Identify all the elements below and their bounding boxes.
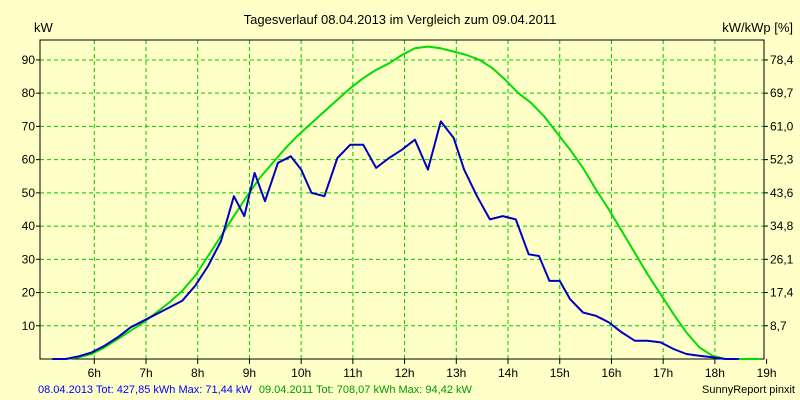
y-left-tick-label: 50 bbox=[22, 186, 36, 200]
x-tick-label: 16h bbox=[601, 366, 621, 380]
x-tick-label: 18h bbox=[705, 366, 725, 380]
footer-green-text: 09.04.2011 Tot: 708,07 kWh Max: 94,42 kW bbox=[259, 384, 473, 396]
x-tick-label: 9h bbox=[243, 366, 256, 380]
y-right-tick-label: 43,6 bbox=[770, 186, 794, 200]
x-tick-label: 10h bbox=[291, 366, 311, 380]
y-left-tick-label: 40 bbox=[22, 219, 36, 233]
x-tick-label: 14h bbox=[498, 366, 518, 380]
grid-lines bbox=[40, 40, 764, 359]
y-right-tick-label: 17,4 bbox=[770, 286, 794, 300]
y-right-tick-label: 26,1 bbox=[770, 252, 794, 266]
x-tick-label: 17h bbox=[653, 366, 673, 380]
footer-blue-text: 08.04.2013 Tot: 427,85 kWh Max: 71,44 kW bbox=[38, 384, 252, 396]
y-left-tick-label: 20 bbox=[22, 286, 36, 300]
x-tick-label: 12h bbox=[395, 366, 415, 380]
series-line-08.04.2013 bbox=[51, 120, 740, 360]
y-left-tick-label: 10 bbox=[22, 319, 36, 333]
y-right-tick-label: 52,3 bbox=[770, 153, 794, 167]
y-axis-left-ticks: 10 20 30 40 50 60 70 80 90 bbox=[22, 53, 40, 333]
y-right-tick-label: 8,7 bbox=[770, 319, 787, 333]
y-axis-left-label: kW bbox=[34, 20, 54, 35]
y-left-tick-label: 90 bbox=[22, 53, 36, 67]
y-right-tick-label: 61,0 bbox=[770, 119, 794, 133]
series-line-09.04.2011 bbox=[51, 45, 760, 360]
y-left-tick-label: 60 bbox=[22, 153, 36, 167]
x-tick-label: 13h bbox=[446, 366, 466, 380]
data-series bbox=[51, 45, 760, 360]
footer-credit: SunnyReport pinxit bbox=[702, 384, 795, 396]
y-axis-right-label: kW/kWp [%] bbox=[722, 20, 793, 35]
x-tick-label: 11h bbox=[343, 366, 362, 380]
x-tick-label: 19h bbox=[757, 366, 777, 380]
footer-legend: 08.04.2013 Tot: 427,85 kWh Max: 71,44 kW… bbox=[38, 384, 472, 396]
y-right-tick-label: 34,8 bbox=[770, 219, 794, 233]
y-left-tick-label: 30 bbox=[22, 252, 36, 266]
y-right-tick-label: 69,7 bbox=[770, 86, 794, 100]
chart-title: Tagesverlauf 08.04.2013 im Vergleich zum… bbox=[244, 12, 557, 27]
y-axis-right-ticks: 8,7 17,4 26,1 34,8 43,6 52,3 61,0 69,7 78,4 bbox=[764, 53, 794, 333]
x-axis-ticks: 6h 7h 8h 9h 10h 11h 12h 13h 14h 15h 16h 17h 18h 19h bbox=[88, 359, 777, 380]
y-left-tick-label: 70 bbox=[22, 119, 36, 133]
x-tick-label: 8h bbox=[191, 366, 204, 380]
y-left-tick-label: 80 bbox=[22, 86, 36, 100]
x-tick-label: 6h bbox=[88, 366, 101, 380]
y-right-tick-label: 78,4 bbox=[770, 53, 794, 67]
x-tick-label: 7h bbox=[139, 366, 152, 380]
plot-frame bbox=[39, 39, 765, 360]
x-tick-label: 15h bbox=[550, 366, 570, 380]
